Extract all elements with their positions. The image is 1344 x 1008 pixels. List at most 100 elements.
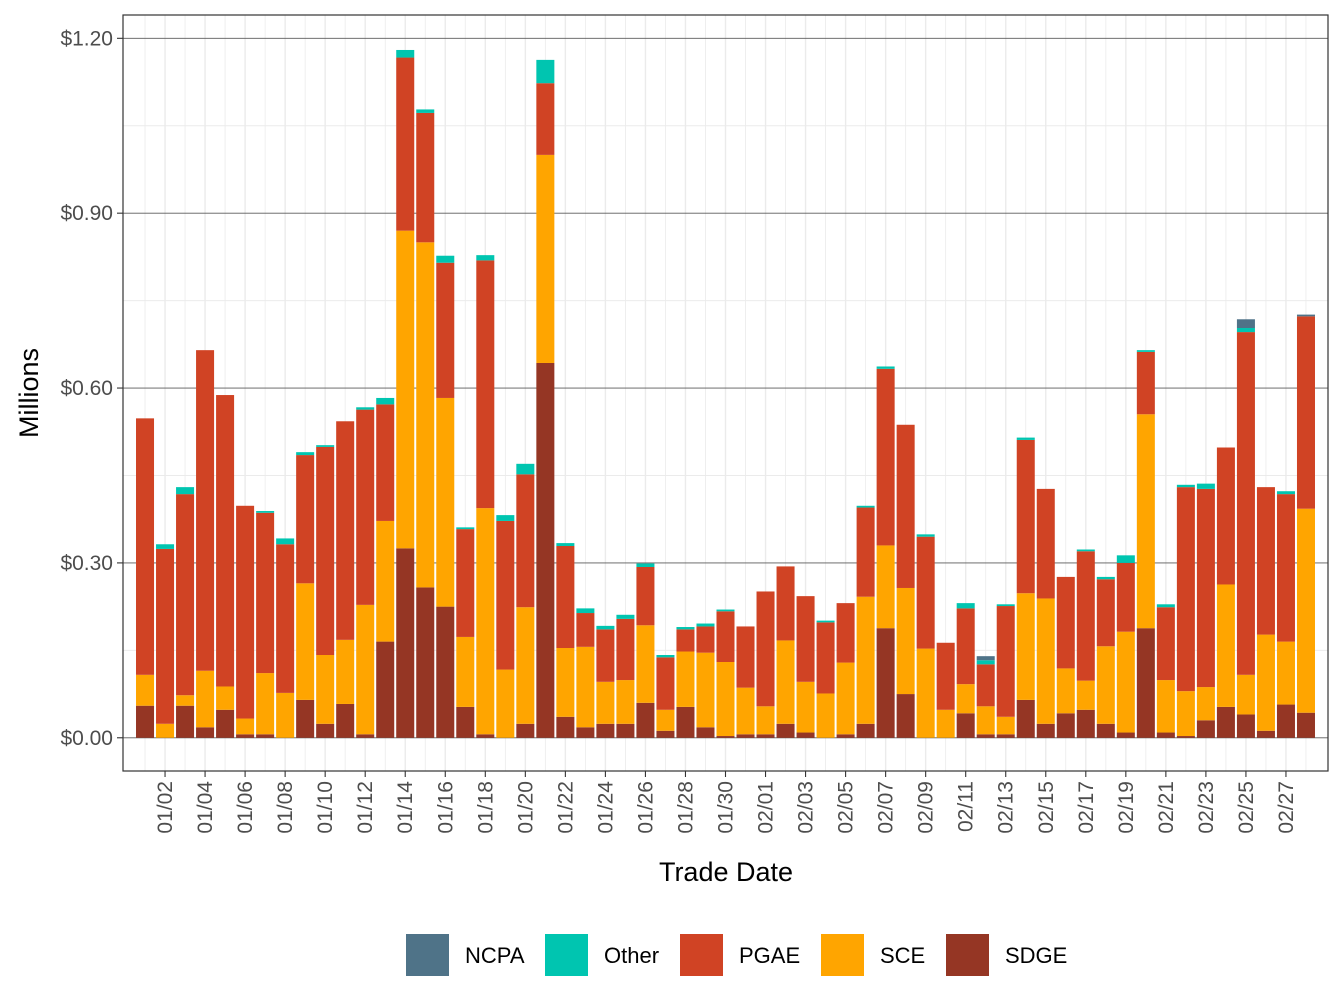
bar-pgae-02-12 [976,664,995,707]
bar-sce-01-27 [656,709,675,731]
bar-sce-02-22 [1176,691,1195,737]
bar-sce-01-08 [276,692,295,738]
bar-ncpa-02-28 [1296,314,1315,317]
bar-pgae-02-25 [1236,332,1255,675]
y-tick-label: $0.30 [60,552,113,575]
bar-pgae-02-16 [1056,576,1075,669]
bar-pgae-02-07 [876,368,895,546]
bar-sdge-01-28 [676,706,695,738]
bar-sce-02-18 [1096,646,1115,724]
bar-other-02-11 [956,603,975,609]
bar-sce-01-30 [716,662,735,737]
bar-sdge-02-21 [1156,732,1175,738]
bar-sce-01-20 [516,607,535,724]
bar-pgae-02-18 [1096,579,1115,647]
bar-other-01-07 [256,511,275,513]
bar-pgae-01-18 [476,260,495,509]
bar-sce-01-09 [296,583,315,700]
bar-sce-02-05 [836,662,855,735]
bar-sdge-02-27 [1276,704,1295,738]
bar-pgae-02-21 [1156,607,1175,681]
bar-sdge-02-06 [856,723,875,738]
bar-other-02-25 [1236,328,1255,333]
bar-other-02-14 [1016,437,1035,440]
bar-sdge-01-14 [396,548,415,738]
bar-sdge-01-31 [736,734,755,738]
y-axis-title: Millions [14,348,44,438]
x-tick-label: 01/22 [554,781,577,834]
bar-sce-02-27 [1276,641,1295,705]
x-tick-label: 01/18 [474,781,497,834]
bar-other-02-18 [1096,576,1115,580]
legend-label-ncpa: NCPA [465,943,525,968]
bar-sce-02-14 [1016,593,1035,700]
bar-pgae-02-03 [796,596,815,682]
bar-sce-01-12 [356,604,375,735]
bar-sce-02-19 [1116,631,1135,733]
bar-sdge-02-20 [1136,628,1155,738]
bar-other-01-23 [576,608,595,614]
bar-pgae-02-17 [1076,551,1095,681]
bar-sce-02-07 [876,545,895,629]
bar-pgae-01-10 [316,446,335,656]
x-tick-label: 01/26 [634,781,657,834]
x-tick-label: 01/28 [674,781,697,834]
bar-pgae-02-15 [1036,488,1055,599]
bar-sce-02-13 [996,716,1015,735]
bar-pgae-02-27 [1276,494,1295,642]
bar-pgae-01-11 [336,421,355,640]
x-axis: 01/02 01/04 01/06 01/08 01/10 01/12 01/14 01/16… [154,771,1298,834]
bar-pgae-02-20 [1136,351,1155,415]
bar-sce-01-25 [616,680,635,724]
x-tick-label: 02/13 [995,781,1018,834]
bar-other-02-19 [1116,555,1135,563]
x-tick-label: 02/19 [1115,781,1138,834]
x-axis-title: Trade Date [659,857,793,887]
bar-other-01-14 [396,49,415,58]
bar-sce-01-14 [396,230,415,549]
bar-pgae-01-31 [736,626,755,688]
legend-swatch-ncpa [406,934,449,976]
bar-sce-02-24 [1216,584,1235,707]
x-tick-label: 01/24 [594,781,617,834]
legend-swatch-sdge [946,934,989,976]
x-tick-label: 01/08 [274,781,297,834]
bar-sdge-02-26 [1256,730,1275,738]
bar-pgae-01-15 [416,112,435,243]
bar-sce-01-17 [456,636,475,707]
bar-sdge-01-17 [456,706,475,738]
bar-sdge-01-27 [656,730,675,738]
bar-sdge-02-22 [1176,736,1195,738]
bar-sce-01-28 [676,651,695,707]
bar-pgae-02-11 [956,608,975,685]
bar-sce-02-12 [976,706,995,735]
bar-sdge-02-13 [996,734,1015,738]
bar-sce-01-18 [476,508,495,735]
bar-other-01-18 [476,255,495,261]
bar-other-01-09 [296,452,315,456]
bar-pgae-01-17 [456,529,475,637]
bar-pgae-02-24 [1216,447,1235,585]
x-tick-label: 01/06 [234,781,257,834]
bar-other-02-20 [1136,350,1155,352]
bar-sce-01-03 [176,695,195,706]
bar-other-01-16 [436,255,455,263]
bar-sce-01-16 [436,397,455,607]
bar-other-02-21 [1156,604,1175,608]
bar-other-02-04 [816,620,835,623]
bar-sce-02-06 [856,596,875,724]
bar-other-01-30 [716,609,735,612]
bar-sdge-01-22 [556,716,575,738]
bar-pgae-01-05 [216,395,235,687]
bar-pgae-01-26 [636,566,655,626]
bar-sdge-02-23 [1196,720,1215,738]
x-tick-label: 01/04 [194,781,217,834]
x-tick-label: 02/25 [1235,781,1258,834]
x-tick-label: 01/20 [514,781,537,834]
bar-pgae-01-04 [196,350,215,671]
y-tick-label: $0.00 [60,727,113,750]
x-tick-label: 02/03 [795,781,818,834]
legend: NCPA Other PGAE SCE SDGE [406,934,1067,976]
bar-sdge-01-12 [356,734,375,738]
bar-other-01-19 [496,515,515,521]
